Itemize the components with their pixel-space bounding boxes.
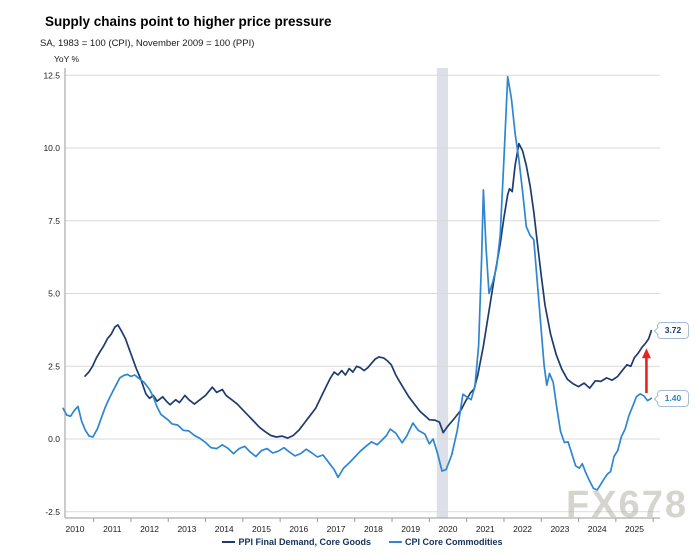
- chart-subtitle: SA, 1983 = 100 (CPI), November 2009 = 10…: [40, 38, 255, 49]
- x-tick-label: 2014: [215, 524, 234, 534]
- x-tick-label: 2016: [289, 524, 308, 534]
- x-tick-label: 2021: [476, 524, 495, 534]
- legend-label-ppi: PPI Final Demand, Core Goods: [238, 537, 371, 547]
- y-tick-label: 2.5: [48, 361, 60, 371]
- x-tick-label: 2018: [364, 524, 383, 534]
- y-tick-label: 0.0: [48, 434, 60, 444]
- legend-item-cpi: CPI Core Commodities: [389, 537, 503, 547]
- x-tick-label: 2023: [550, 524, 569, 534]
- x-tick-label: 2011: [103, 524, 122, 534]
- y-tick-label: -2.5: [45, 507, 60, 517]
- x-tick-label: 2010: [66, 524, 85, 534]
- ppi-line-swatch-icon: [222, 541, 236, 543]
- fx678-watermark: FX678: [566, 484, 688, 526]
- x-tick-label: 2013: [177, 524, 196, 534]
- page-title: Supply chains point to higher price pres…: [45, 14, 332, 29]
- y-tick-label: 7.5: [48, 216, 60, 226]
- x-tick-label: 2025: [625, 524, 644, 534]
- y-tick-label: 10.0: [43, 143, 60, 153]
- ppi-series-line: [84, 142, 653, 439]
- x-tick-label: 2020: [439, 524, 458, 534]
- legend-label-cpi: CPI Core Commodities: [405, 537, 503, 547]
- x-tick-label: 2024: [588, 524, 607, 534]
- x-tick-label: 2017: [327, 524, 346, 534]
- cpi-series-line: [62, 75, 653, 491]
- chart-legend: PPI Final Demand, Core Goods CPI Core Co…: [65, 537, 660, 547]
- x-tick-label: 2012: [140, 524, 159, 534]
- y-tick-label: 12.5: [43, 70, 60, 80]
- cpi-line-swatch-icon: [389, 541, 402, 543]
- ppi-value-callout: 3.72: [657, 322, 689, 339]
- x-tick-label: 2022: [513, 524, 532, 534]
- red-up-arrow-head-icon: [641, 348, 651, 359]
- cpi-value-callout: 1.40: [657, 390, 689, 407]
- y-axis-unit-label: YoY %: [54, 54, 80, 64]
- y-tick-label: 5.0: [48, 289, 60, 299]
- x-tick-label: 2019: [401, 524, 420, 534]
- x-tick-label: 2015: [252, 524, 271, 534]
- legend-item-ppi: PPI Final Demand, Core Goods: [222, 537, 371, 547]
